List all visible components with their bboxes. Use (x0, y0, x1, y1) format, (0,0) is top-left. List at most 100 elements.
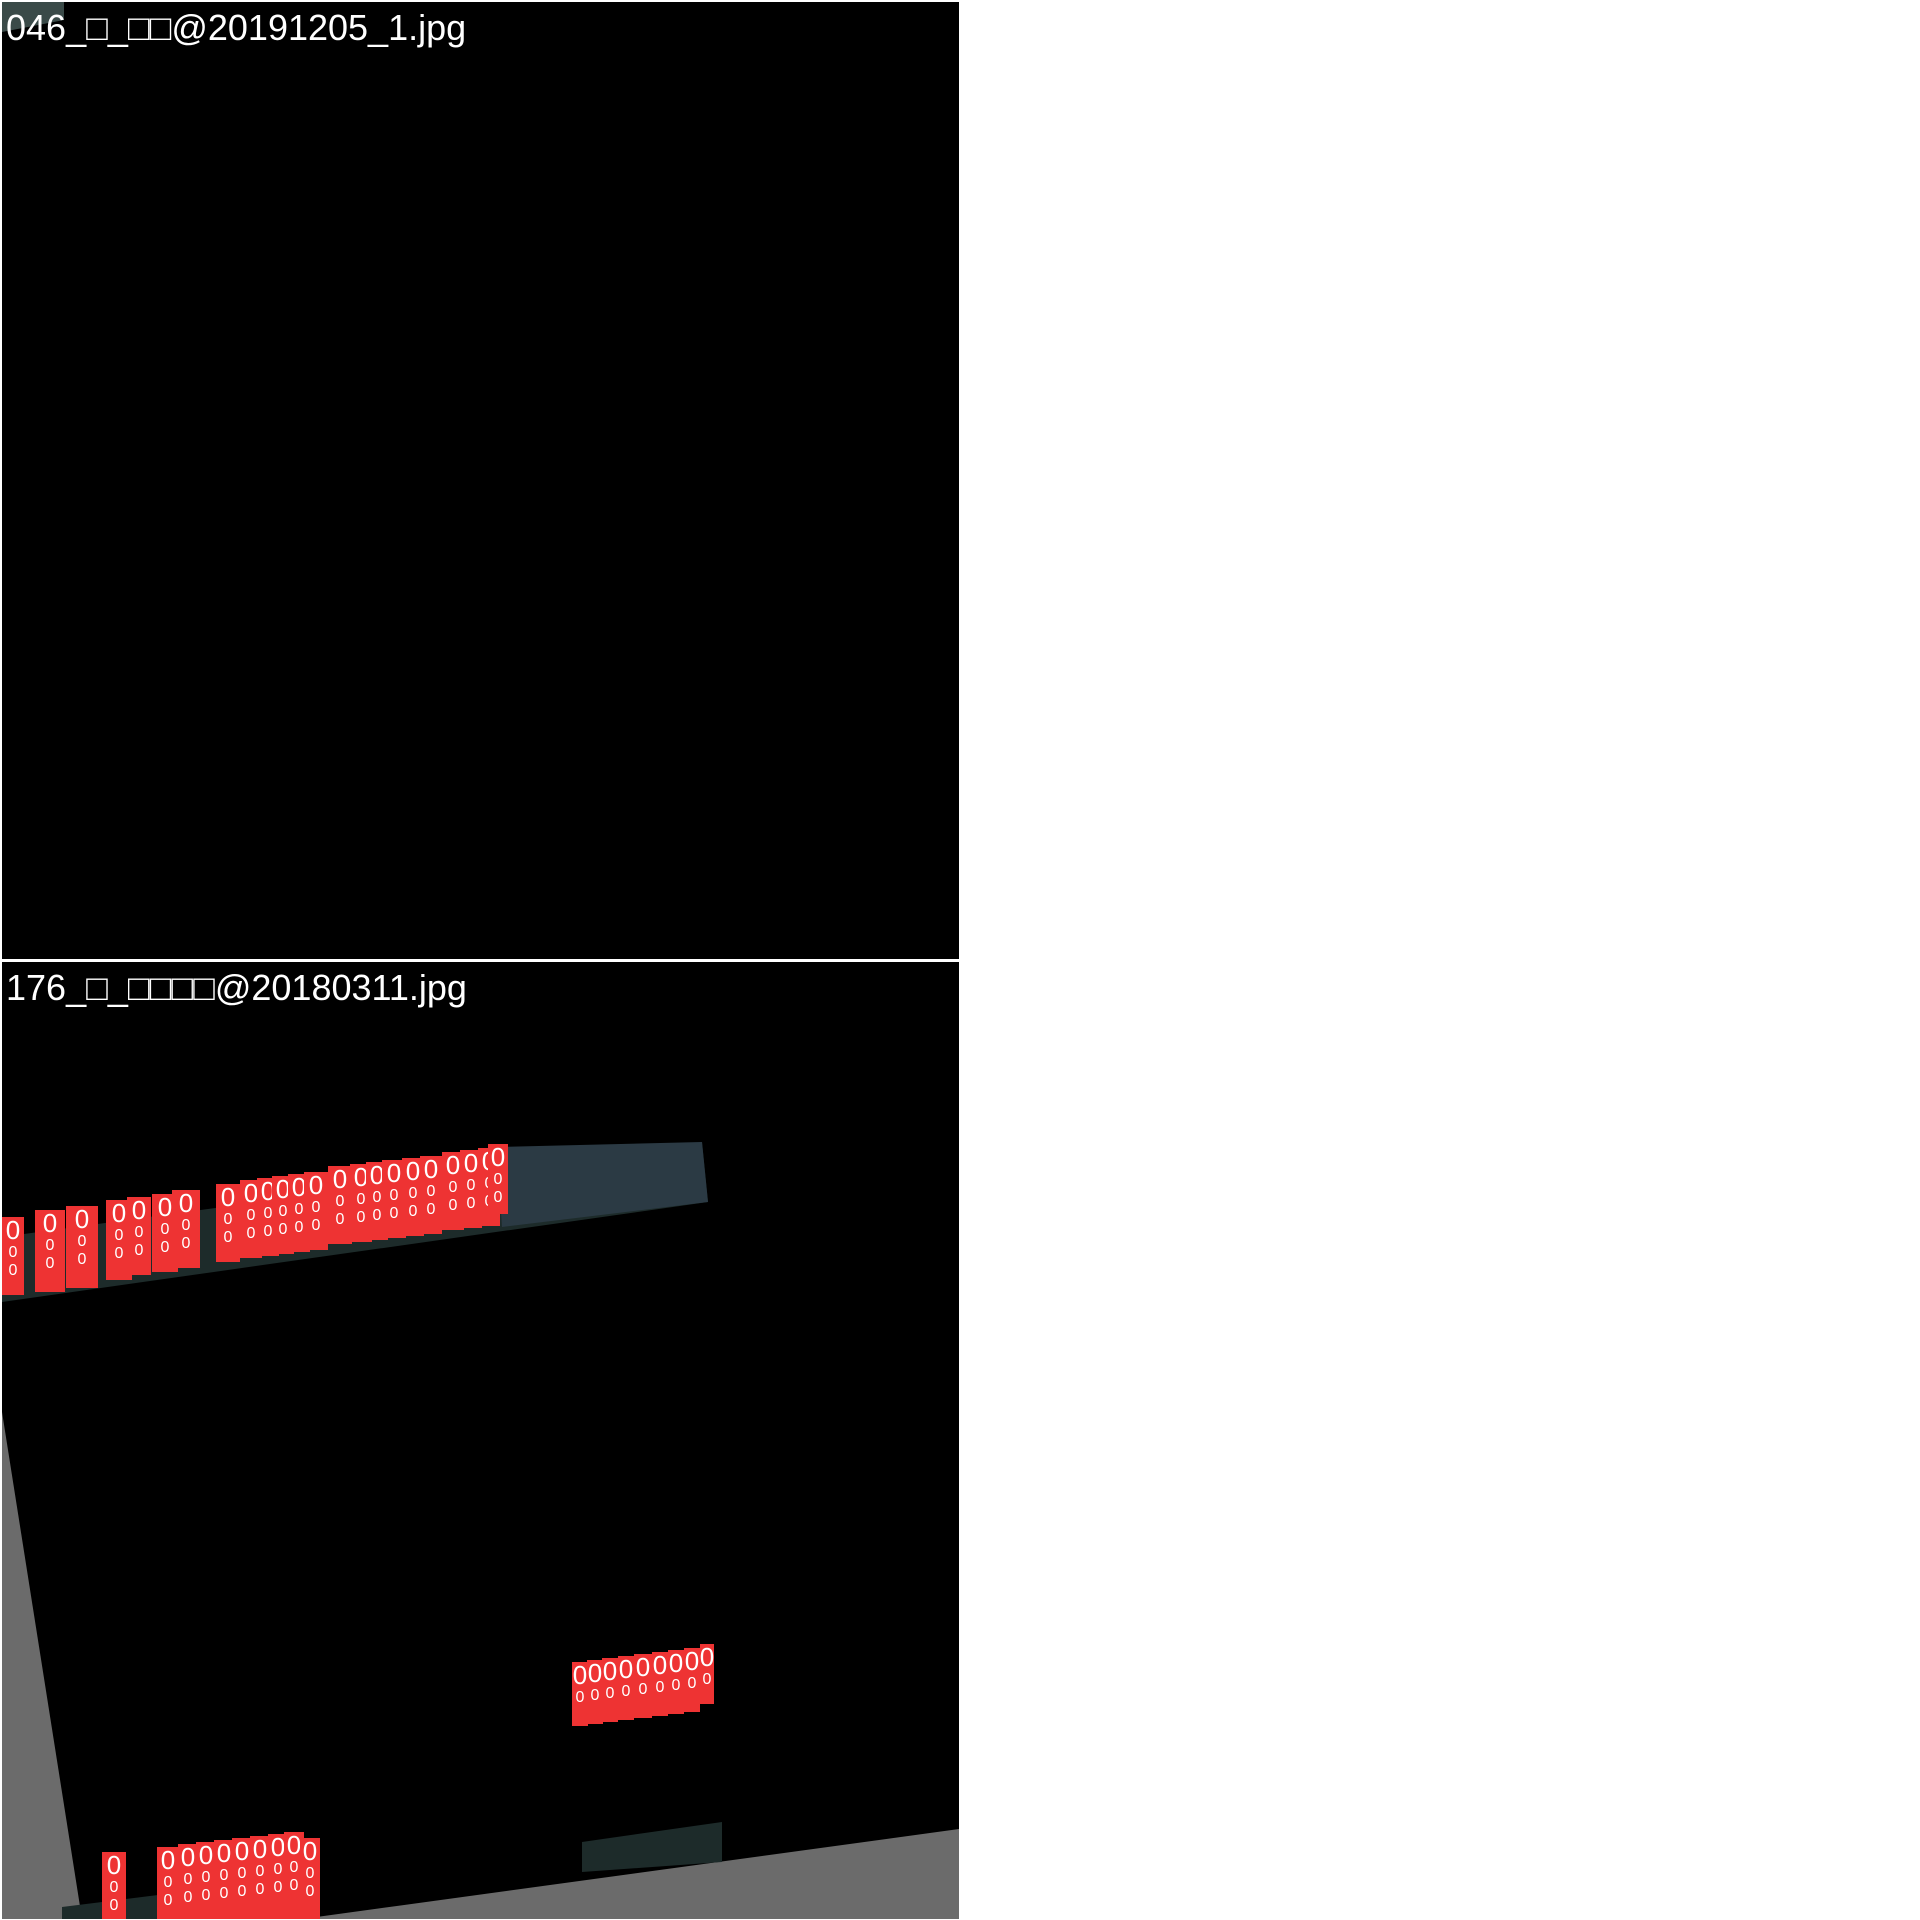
detection-label: 0 (467, 1177, 476, 1194)
detection-box-fill (618, 1656, 634, 1720)
detection-box-fill (157, 1847, 179, 1919)
detection-label: 0 (700, 1642, 714, 1672)
detection-box: 000 (328, 1164, 352, 1244)
detection-label: 0 (132, 1195, 146, 1225)
detection-label: 0 (115, 1227, 124, 1244)
detection-label: 0 (274, 1861, 283, 1878)
detection-label: 0 (164, 1874, 173, 1891)
detection-box: 00 (634, 1652, 652, 1718)
detection-label: 0 (357, 1191, 366, 1208)
detection-label: 0 (164, 1892, 173, 1909)
detection-label: 0 (464, 1148, 478, 1178)
detection-box-fill (304, 1172, 328, 1250)
detection-box-fill (35, 1210, 65, 1292)
detection-label: 0 (619, 1654, 633, 1684)
detection-box-fill (172, 1190, 200, 1268)
detection-box: 000 (214, 1838, 234, 1919)
detection-label: 0 (224, 1229, 233, 1246)
detection-label: 0 (271, 1832, 285, 1862)
detection-label: 0 (179, 1188, 193, 1218)
detection-label: 0 (573, 1660, 587, 1690)
detection-label: 0 (78, 1251, 87, 1268)
detection-label: 0 (446, 1150, 460, 1180)
detection-label: 0 (306, 1883, 315, 1900)
detection-box-fill (587, 1660, 603, 1724)
detection-label: 0 (78, 1233, 87, 1250)
detection-label: 0 (202, 1869, 211, 1886)
detection-label: 0 (276, 1174, 290, 1204)
detection-label: 0 (685, 1646, 699, 1676)
detection-label: 0 (279, 1221, 288, 1238)
detection-box: 000 (2, 1215, 24, 1295)
detection-box-fill (652, 1652, 668, 1716)
detection-label: 0 (494, 1171, 503, 1188)
border-fill-left (2, 1412, 82, 1919)
detection-label: 0 (387, 1158, 401, 1188)
detection-label: 0 (158, 1192, 172, 1222)
detection-label: 0 (261, 1176, 275, 1206)
detection-label: 0 (279, 1203, 288, 1220)
detection-label: 0 (256, 1881, 265, 1898)
image-filename-label: 046_□_□□@20191205_1.jpg (6, 7, 467, 48)
detection-label: 0 (182, 1235, 191, 1252)
detection-label: 0 (494, 1189, 503, 1206)
detection-label: 0 (253, 1834, 267, 1864)
detection-box-fill (268, 1834, 288, 1919)
detection-label: 0 (9, 1262, 18, 1279)
detection-label: 0 (295, 1219, 304, 1236)
detection-box: 000 (460, 1148, 482, 1228)
detection-box: 000 (402, 1156, 424, 1236)
detection-box-fill (66, 1206, 98, 1288)
detection-box-fill (460, 1150, 482, 1228)
detection-label: 0 (312, 1217, 321, 1234)
detection-label: 0 (287, 1830, 301, 1860)
detection-box-fill (488, 1144, 508, 1214)
detection-box-fill (402, 1158, 424, 1236)
detection-box-fill (216, 1184, 240, 1262)
detection-label: 0 (309, 1170, 323, 1200)
detection-box: 000 (216, 1182, 240, 1262)
detection-label: 0 (576, 1689, 585, 1706)
detection-label: 0 (199, 1840, 213, 1870)
detection-box: 00 (602, 1656, 618, 1722)
detection-label: 0 (427, 1201, 436, 1218)
detection-label: 0 (688, 1675, 697, 1692)
detection-box: 000 (35, 1208, 65, 1292)
detection-box-fill (240, 1180, 262, 1258)
detection-label: 0 (217, 1838, 231, 1868)
detection-label: 0 (107, 1850, 121, 1880)
detection-label: 0 (184, 1871, 193, 1888)
border-fill-bottom (302, 1829, 959, 1919)
detection-label: 0 (264, 1223, 273, 1240)
detection-label: 0 (110, 1897, 119, 1914)
detection-label: 0 (303, 1836, 317, 1866)
detection-box: 00 (684, 1646, 700, 1712)
detection-box-fill (328, 1166, 352, 1244)
detection-label: 0 (656, 1679, 665, 1696)
detection-label: 0 (75, 1204, 89, 1234)
detection-box: 000 (300, 1836, 320, 1919)
detection-label: 0 (161, 1845, 175, 1875)
detection-box-fill (572, 1662, 588, 1726)
imagery-corner-fragment (2, 2, 64, 32)
detection-label: 0 (290, 1859, 299, 1876)
detection-label: 0 (202, 1887, 211, 1904)
detection-box: 000 (250, 1834, 270, 1919)
detection-box: 000 (66, 1204, 98, 1288)
detection-label: 0 (357, 1209, 366, 1226)
detection-label: 0 (354, 1162, 368, 1192)
detection-label: 0 (247, 1225, 256, 1242)
detection-label: 0 (703, 1671, 712, 1688)
detection-box-fill (668, 1650, 684, 1714)
detection-box-fill (300, 1838, 320, 1919)
imagery-strip-lower-right (582, 1822, 722, 1872)
detection-box: 00 (572, 1660, 588, 1726)
detection-label: 0 (46, 1237, 55, 1254)
detection-label: 0 (110, 1879, 119, 1896)
detection-box-fill (102, 1852, 126, 1919)
detection-box: 000 (420, 1154, 442, 1234)
detection-label: 0 (135, 1224, 144, 1241)
detection-box: 000 (304, 1170, 328, 1250)
detection-label: 0 (639, 1681, 648, 1698)
detection-label: 0 (244, 1178, 258, 1208)
